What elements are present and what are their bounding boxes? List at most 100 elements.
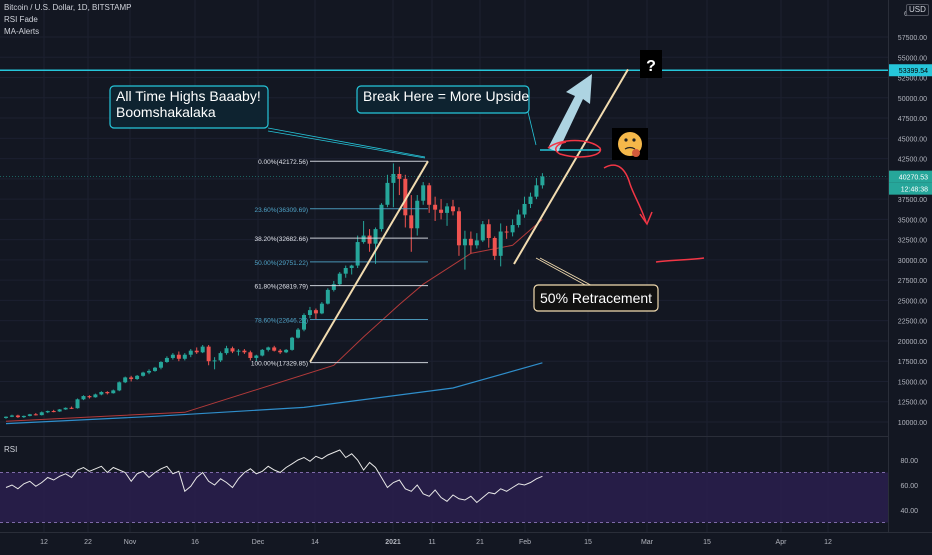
candle-body xyxy=(325,289,330,304)
ath-callout[interactable]: All Time Highs Baaaby!Boomshakalaka xyxy=(109,85,269,129)
x-axis-tick: 11 xyxy=(428,539,435,546)
candle-body xyxy=(57,409,62,412)
candle-body xyxy=(63,407,68,410)
candle-body xyxy=(415,200,420,229)
break-callout-text: Break Here = More Upside xyxy=(363,88,529,104)
candle-body xyxy=(373,229,378,244)
candle-body xyxy=(337,273,342,285)
candle-body xyxy=(248,352,253,358)
fib-level-label: 50.00%(29751.22) xyxy=(255,260,309,267)
ath-callout-frame xyxy=(109,85,269,129)
candle-body xyxy=(510,225,515,233)
y-axis-tick: 17500.00 xyxy=(898,359,927,366)
retracement-callout[interactable]: 50% Retracement xyxy=(533,284,659,312)
candle-body xyxy=(313,310,318,314)
candle-body xyxy=(492,238,497,256)
break-callout-connector xyxy=(527,111,537,146)
y-axis-tick: 22500.00 xyxy=(898,319,927,326)
last-price-badge: 40270.53 xyxy=(889,170,932,183)
candle-body xyxy=(302,315,306,330)
y-axis-tick: 20000.00 xyxy=(898,339,927,346)
question-text: ? xyxy=(646,58,656,75)
candle-body xyxy=(343,268,348,274)
candle-body xyxy=(516,214,521,226)
question-frame xyxy=(640,50,662,78)
candle-body xyxy=(45,411,50,413)
y-axis-tick: 30000.00 xyxy=(898,258,927,265)
candle-body xyxy=(486,224,491,239)
resistance-price-badge-text: 53399.54 xyxy=(899,68,928,75)
candle-body xyxy=(421,185,426,201)
candles xyxy=(4,163,545,419)
x-axis-tick: Feb xyxy=(519,539,531,546)
symbol-title[interactable]: Bitcoin / U.S. Dollar, 1D, BITSTAMP xyxy=(4,3,132,12)
question-badge[interactable]: ? xyxy=(640,50,662,78)
x-axis-tick: Dec xyxy=(252,539,265,546)
indicator-ma-alerts[interactable]: MA-Alerts xyxy=(4,27,40,36)
candle-body xyxy=(278,350,283,353)
candle-body xyxy=(81,396,86,400)
candle-body xyxy=(254,355,259,358)
drawings[interactable]: All Time Highs Baaaby!Boomshakalaka Break… xyxy=(0,50,888,363)
y-axis-tick: 35000.00 xyxy=(898,217,927,224)
countdown-badge: 12:48:38 xyxy=(889,182,932,195)
trendline-support xyxy=(513,68,629,265)
candle-body xyxy=(319,303,324,314)
candle-body xyxy=(164,357,169,363)
ma200-line xyxy=(5,362,543,425)
last-price-badge-bg xyxy=(889,170,932,183)
candle-body xyxy=(528,196,533,204)
candle-body xyxy=(111,390,116,394)
indicator-rsi-fade[interactable]: RSI Fade xyxy=(4,15,38,24)
fib-retracement[interactable]: 0.00%(42172.56) 23.60%(36309.69) 38.20%(32… xyxy=(251,159,428,368)
candle-body xyxy=(135,375,140,380)
candle-body xyxy=(361,235,366,243)
candle-body xyxy=(385,182,390,205)
candle-body xyxy=(290,337,295,350)
countdown-badge-bg xyxy=(889,182,932,195)
hand-drawn-path xyxy=(603,164,647,223)
candle-body xyxy=(15,415,20,418)
fib-level-label: 100.00%(17329.85) xyxy=(251,361,308,368)
break-callout[interactable]: Break Here = More Upside xyxy=(356,85,530,114)
y-axis-tick: 15000.00 xyxy=(898,379,927,386)
candle-body xyxy=(147,370,152,373)
grid-lines xyxy=(0,0,932,533)
candle-body xyxy=(105,392,110,394)
candle-body xyxy=(456,211,461,246)
x-axis-tick: Apr xyxy=(776,539,788,546)
rsi-axis-tick: 60.00 xyxy=(900,483,918,490)
retracement-text: 50% Retracement xyxy=(540,290,652,306)
currency-badge[interactable]: USD xyxy=(906,4,929,16)
fib-level-label: 38.20%(32682.66) xyxy=(255,236,309,243)
y-axis-tick: 10000.00 xyxy=(898,420,927,427)
candle-body xyxy=(4,416,8,418)
candle-body xyxy=(367,235,372,244)
break-callout-frame xyxy=(356,85,530,114)
fib-level-label: 0.00%(42172.56) xyxy=(258,159,308,166)
candle-body xyxy=(27,414,32,416)
candle-body xyxy=(9,415,14,417)
candle-body xyxy=(236,350,241,352)
candle-body xyxy=(403,178,408,216)
candle-body xyxy=(296,329,301,338)
candle-body xyxy=(99,392,104,395)
candle-body xyxy=(355,242,360,266)
emoji-hand xyxy=(632,149,640,157)
candle-body xyxy=(200,346,205,353)
candle-body xyxy=(349,265,354,268)
candle-body xyxy=(93,394,98,398)
rsi-panel: RSI xyxy=(0,445,888,523)
last-price-badge-text: 40270.53 xyxy=(899,175,928,182)
x-axis-tick: 16 xyxy=(191,539,199,546)
y-axis-tick: 42500.00 xyxy=(898,157,927,164)
hand-drawn-target xyxy=(655,257,705,263)
candle-body xyxy=(141,372,146,376)
candle-body xyxy=(170,354,175,358)
ath-callout-text: Boomshakalaka xyxy=(116,104,216,120)
candle-body xyxy=(498,231,503,256)
candle-body xyxy=(123,377,128,383)
